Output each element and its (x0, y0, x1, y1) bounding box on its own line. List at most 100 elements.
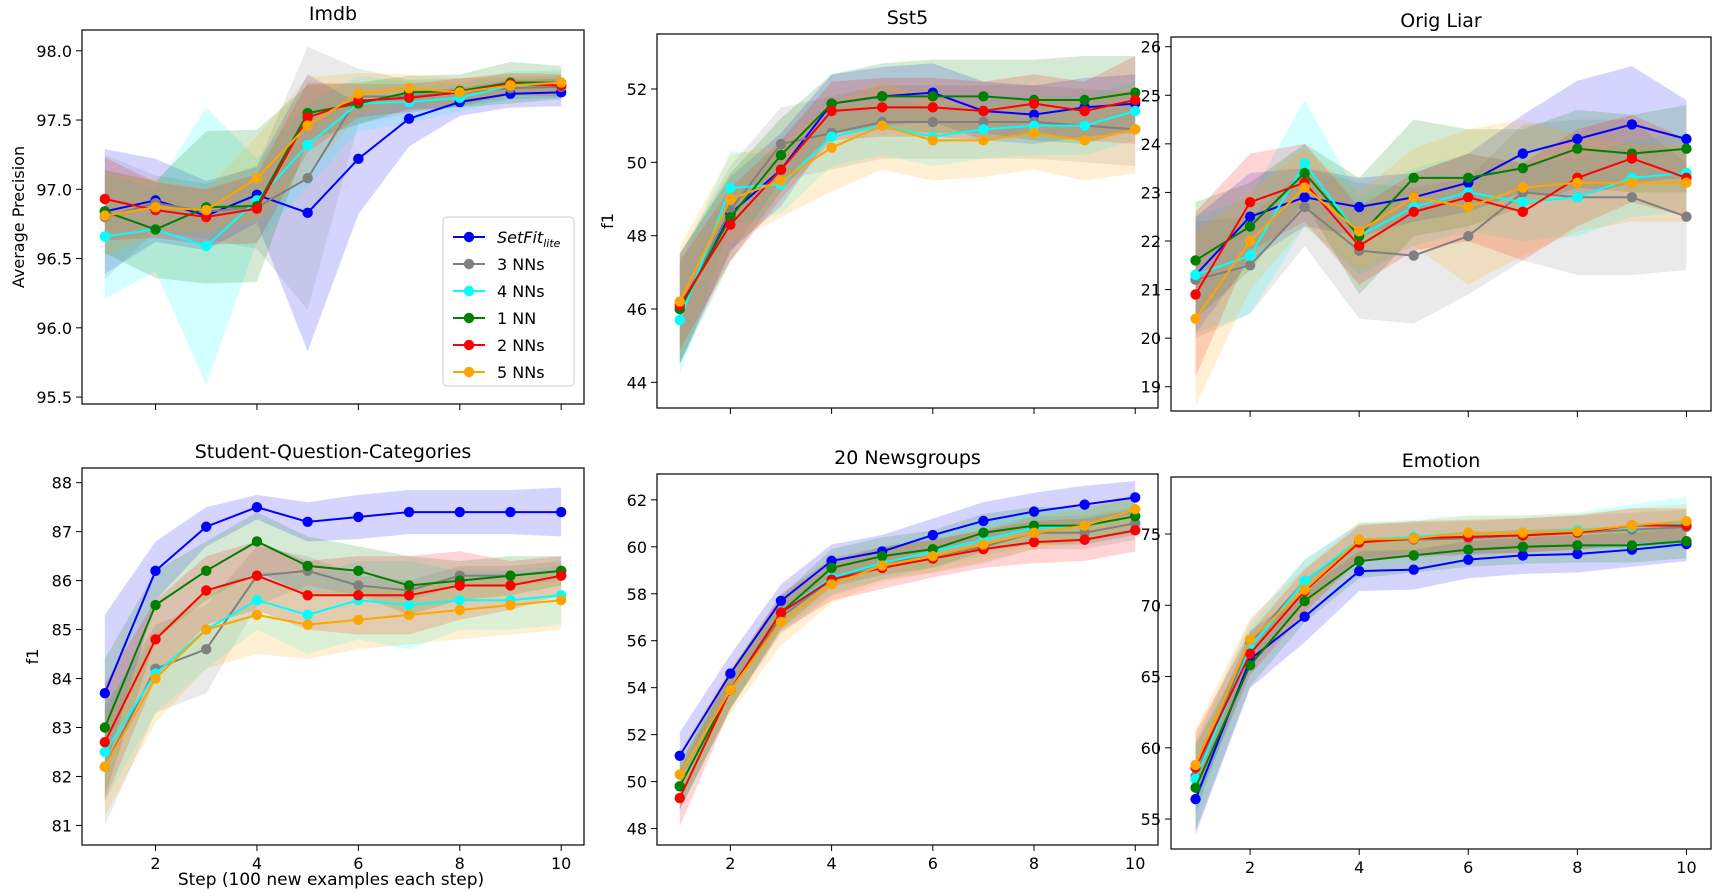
x-tick-label: 2 (1245, 858, 1255, 877)
data-point (251, 203, 263, 214)
data-point (1130, 504, 1141, 515)
confidence-band (104, 541, 562, 801)
data-point (302, 609, 313, 621)
data-point (1463, 554, 1474, 565)
data-point (1626, 520, 1638, 531)
y-tick-label: 24 (1141, 135, 1161, 154)
data-point (403, 590, 415, 601)
data-point (1130, 525, 1141, 536)
confidence-band (104, 74, 562, 352)
data-point (353, 614, 364, 625)
data-point (353, 580, 364, 591)
y-tick-label: 44 (627, 373, 647, 392)
series-line (678, 91, 1136, 310)
chart-panel: 55 60 65 70 75 2 4 6 8 10 Emotion (1141, 450, 1712, 877)
series-line (678, 121, 1136, 310)
data-point (302, 120, 313, 131)
series-line (1194, 123, 1687, 276)
y-tick-label: 23 (1141, 183, 1161, 202)
legend-frame (442, 216, 575, 387)
chart-title: Imdb (309, 3, 357, 25)
data-point (1079, 94, 1090, 106)
data-point (302, 139, 313, 151)
data-point (1353, 555, 1365, 567)
data-point (150, 202, 161, 213)
data-point (1299, 595, 1310, 607)
confidence-band (104, 546, 562, 826)
data-point (1681, 133, 1692, 145)
data-point (978, 515, 989, 527)
data-point (1299, 158, 1310, 169)
data-point (826, 142, 837, 153)
data-point (1626, 192, 1638, 203)
y-tick-label: 95.5 (36, 388, 72, 407)
data-point (775, 607, 787, 618)
data-point (150, 599, 161, 611)
data-point (1079, 135, 1090, 146)
chart-panel: 19 20 21 22 23 24 25 26 Orig Liar (1141, 10, 1712, 417)
chart-panel: 95.5 96.0 96.5 97.0 97.5 98.0 Imdb Average Prec… (9, 3, 585, 410)
confidence-band (1195, 105, 1687, 319)
data-point (1130, 94, 1141, 106)
data-point (201, 240, 212, 252)
confidence-band (104, 512, 562, 797)
legend-marker (463, 339, 475, 351)
data-point (725, 668, 736, 679)
data-point (302, 207, 313, 219)
data-point (1190, 289, 1201, 300)
data-point (99, 761, 111, 772)
data-point (403, 82, 415, 94)
confidence-band (1195, 100, 1687, 334)
data-point (1463, 192, 1474, 203)
x-tick-label: 2 (725, 854, 735, 873)
x-tick-label: 10 (1676, 858, 1696, 877)
axes-frame (1170, 36, 1712, 412)
series-line (678, 508, 1136, 776)
y-tick-label: 48 (627, 227, 647, 246)
data-point (1626, 119, 1638, 130)
y-tick-label: 20 (1141, 329, 1161, 348)
data-point (978, 116, 989, 128)
data-point (1572, 192, 1583, 203)
series-line (1194, 157, 1687, 295)
y-tick-label: 87 (52, 523, 72, 542)
data-point (201, 585, 212, 596)
data-point (353, 153, 364, 165)
data-point (674, 296, 685, 307)
y-axis-label: f1 (23, 649, 42, 665)
y-tick-label: 54 (627, 679, 647, 698)
confidence-band (1195, 508, 1687, 804)
data-point (1244, 196, 1256, 208)
data-point (1681, 535, 1692, 547)
data-point (876, 102, 888, 113)
data-point (1079, 534, 1090, 545)
data-point (927, 116, 939, 128)
data-point (826, 131, 837, 142)
data-point (403, 580, 415, 591)
data-point (1079, 120, 1090, 131)
y-tick-label: 50 (627, 773, 647, 792)
chart-title: Student-Question-Categories (195, 441, 472, 463)
y-tick-label: 96.0 (36, 319, 72, 338)
data-point (1681, 211, 1692, 222)
series-line (103, 594, 562, 753)
data-point (302, 173, 313, 184)
x-tick-label: 10 (1125, 854, 1145, 873)
plot-area (1190, 66, 1692, 407)
axes-frame (656, 473, 1159, 846)
data-point (99, 231, 111, 242)
data-point (99, 746, 111, 758)
series-line (103, 574, 562, 743)
confidence-band (104, 46, 562, 310)
data-point (978, 527, 989, 538)
confidence-band (1195, 119, 1687, 339)
series-line (678, 99, 1136, 306)
y-tick-label: 81 (52, 816, 72, 835)
y-tick-label: 58 (627, 585, 647, 604)
data-point (826, 579, 837, 590)
data-point (1463, 230, 1474, 242)
y-tick-label: 84 (52, 670, 72, 689)
y-tick-label: 86 (52, 572, 72, 591)
series-line (104, 83, 562, 248)
